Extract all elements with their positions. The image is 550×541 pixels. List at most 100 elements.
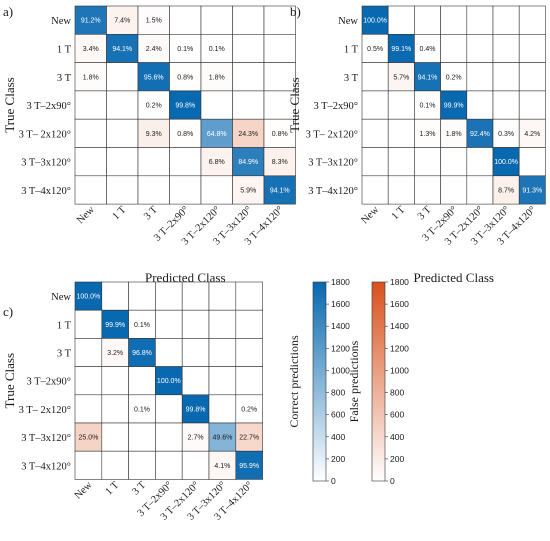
y-tick-label: 3 T–2x90° bbox=[26, 377, 71, 388]
matrix-cell bbox=[208, 281, 237, 311]
cell-value-label: 22.7% bbox=[239, 435, 259, 442]
matrix-cell bbox=[387, 5, 415, 35]
cell-value-label: 0.5% bbox=[367, 46, 383, 53]
cell-value-label: 99.9% bbox=[105, 322, 125, 329]
matrix-cell bbox=[466, 62, 494, 92]
matrix-cell bbox=[518, 118, 546, 148]
matrix-cell bbox=[101, 394, 129, 424]
y-tick-label: 3 T– 2x120° bbox=[306, 129, 358, 140]
matrix-cell bbox=[181, 281, 210, 311]
matrix-cell bbox=[200, 118, 233, 148]
matrix-cell bbox=[492, 118, 520, 148]
confusion-matrix-panel-1: 91.2% 7.4% 1.5% 3.4% 94.1% 2.4% 0.1% 0.1% 1.8% 95… bbox=[2, 4, 296, 285]
cell-value-label: 91.3% bbox=[522, 187, 542, 194]
matrix-cell bbox=[181, 422, 210, 452]
matrix-cell bbox=[155, 281, 183, 311]
y-tick-label: 3 T–4x120° bbox=[21, 186, 71, 197]
cell-value-label: 100.0% bbox=[77, 294, 101, 301]
matrix-cell bbox=[200, 147, 233, 177]
matrix-cell bbox=[74, 175, 107, 205]
matrix-cell bbox=[181, 394, 210, 424]
matrix-cell bbox=[361, 5, 389, 35]
matrix-cell bbox=[263, 90, 296, 120]
y-tick-label: 3 T– 2x120° bbox=[19, 405, 71, 416]
y-axis-title: True Class bbox=[287, 77, 302, 133]
matrix-cell bbox=[518, 90, 546, 120]
colorbar-tick-label: 1400 bbox=[331, 321, 350, 331]
cell-value-label: 0.1% bbox=[177, 46, 193, 53]
matrix-cell bbox=[101, 281, 129, 311]
matrix-cell bbox=[169, 62, 202, 92]
cell-value-label: 64.8% bbox=[207, 131, 227, 138]
colorbar-title: False predictions bbox=[347, 340, 361, 422]
matrix-cell bbox=[155, 309, 183, 339]
colorbar-tick-label: 0 bbox=[390, 476, 395, 486]
matrix-cell bbox=[440, 5, 468, 35]
cell-value-label: 9.3% bbox=[146, 131, 162, 138]
colorbar-tick-label: 0 bbox=[331, 476, 336, 486]
matrix-cell bbox=[263, 118, 296, 148]
matrix-cell bbox=[137, 118, 170, 148]
colorbar-tick-label: 1400 bbox=[390, 321, 409, 331]
cell-value-label: 4.2% bbox=[524, 131, 540, 138]
matrix-cell bbox=[492, 5, 520, 35]
cell-value-label: 5.9% bbox=[240, 187, 256, 194]
matrix-cell bbox=[387, 90, 415, 120]
matrix-cell bbox=[235, 366, 263, 396]
x-axis-title: Predicted Class bbox=[145, 270, 226, 285]
matrix-cell bbox=[128, 281, 156, 311]
cell-value-label: 92.4% bbox=[470, 131, 490, 138]
colorbar-tick-label: 1000 bbox=[390, 365, 409, 375]
colorbar-tick-label: 800 bbox=[331, 388, 345, 398]
matrix-cell bbox=[414, 175, 441, 205]
cell-value-label: 94.1% bbox=[418, 74, 438, 81]
y-tick-label: 1 T bbox=[57, 320, 72, 331]
x-tick-label: 1 T bbox=[390, 204, 408, 222]
matrix-cell bbox=[440, 33, 468, 63]
matrix-cell bbox=[263, 5, 296, 35]
cell-value-label: 100.0% bbox=[494, 159, 518, 166]
matrix-cell bbox=[74, 309, 103, 339]
cell-value-label: 99.9% bbox=[444, 103, 464, 110]
matrix-cell bbox=[208, 450, 237, 480]
x-tick-label: 3 T bbox=[142, 204, 160, 222]
panel-label: c) bbox=[3, 304, 13, 319]
colorbar-tick-label: 1200 bbox=[390, 343, 409, 353]
colorbar-tick-label: 200 bbox=[390, 454, 404, 464]
panel-label: b) bbox=[290, 4, 301, 19]
x-tick-label: New bbox=[75, 204, 97, 226]
y-tick-label: 1 T bbox=[344, 44, 359, 55]
cell-value-label: 1.8% bbox=[446, 131, 462, 138]
matrix-cell bbox=[74, 90, 107, 120]
matrix-cell bbox=[263, 175, 296, 205]
cell-value-label: 3.4% bbox=[83, 46, 99, 53]
matrix-cell bbox=[181, 450, 210, 480]
matrix-cell bbox=[518, 33, 546, 63]
cell-value-label: 94.1% bbox=[112, 46, 132, 53]
x-tick-label: New bbox=[359, 204, 381, 226]
cell-value-label: 24.3% bbox=[238, 131, 258, 138]
matrix-cell bbox=[169, 5, 202, 35]
matrix-cell bbox=[208, 422, 237, 452]
colorbar-gradient bbox=[312, 281, 327, 482]
matrix-cell bbox=[414, 62, 441, 92]
colorbar-tick-label: 600 bbox=[331, 410, 345, 420]
matrix-cell bbox=[128, 366, 156, 396]
cell-value-label: 0.8% bbox=[177, 131, 193, 138]
matrix-cell bbox=[155, 422, 183, 452]
x-tick-label: 3 T bbox=[130, 479, 148, 497]
matrix-cell bbox=[232, 118, 265, 148]
cell-value-label: 0.4% bbox=[420, 46, 436, 53]
y-tick-label: 3 T–4x120° bbox=[308, 186, 358, 197]
matrix-cell bbox=[128, 338, 156, 367]
matrix-cell bbox=[106, 33, 139, 63]
matrix-cell bbox=[492, 62, 520, 92]
cell-value-label: 8.3% bbox=[272, 159, 288, 166]
matrix-cell bbox=[74, 394, 103, 424]
matrix-cell bbox=[208, 366, 237, 396]
matrix-cell bbox=[200, 5, 233, 35]
cell-value-label: 94.1% bbox=[270, 187, 290, 194]
y-tick-label: 3 T–4x120° bbox=[21, 461, 71, 472]
matrix-cell bbox=[232, 90, 265, 120]
